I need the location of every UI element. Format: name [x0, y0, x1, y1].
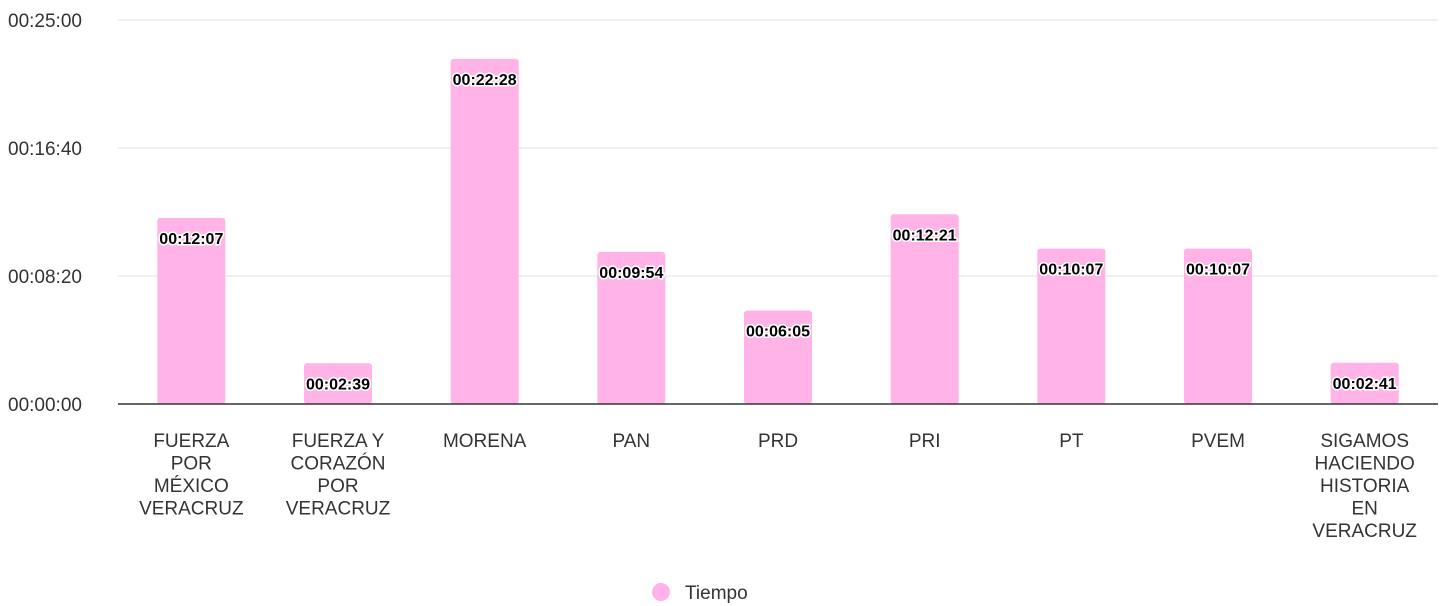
data-label: 00:02:39: [306, 376, 370, 393]
legend-label-tiempo: Tiempo: [685, 583, 748, 604]
data-label: 00:02:41: [1333, 376, 1397, 393]
x-category-label: PT: [1059, 431, 1084, 452]
bars: [157, 58, 1399, 405]
y-tick-label: 00:08:20: [8, 267, 82, 288]
x-category-label: FUERZA Y CORAZÓN POR VERACRUZ: [286, 431, 391, 520]
data-label: 00:06:05: [746, 324, 810, 341]
legend-swatch-tiempo: [652, 583, 670, 601]
bar: [304, 363, 372, 404]
y-tick-label: 00:16:40: [8, 139, 82, 160]
bar: [1037, 248, 1106, 404]
y-tick-label: 00:25:00: [8, 11, 82, 32]
bar: [157, 217, 226, 404]
x-category-label: MORENA: [443, 431, 527, 452]
bar: [450, 58, 519, 405]
data-label: 00:12:07: [159, 231, 223, 248]
x-category-label: SIGAMOS HACIENDO HISTORIA EN VERACRUZ: [1312, 431, 1417, 542]
x-category-label: PRD: [758, 431, 798, 452]
data-labels: 00:12:07 00:02:39 00:22:28 00:09:54 00:06:05…: [158, 70, 1398, 394]
x-category-label: FUERZA POR MÉXICO VERACRUZ: [139, 431, 244, 520]
bar: [1184, 248, 1252, 404]
x-category-label: PVEM: [1191, 431, 1245, 452]
legend: Tiempo: [652, 583, 748, 604]
x-category-label: PAN: [612, 431, 650, 452]
gridlines: [118, 19, 1438, 277]
bar: [597, 251, 666, 404]
y-tick-label: 00:00:00: [8, 395, 82, 416]
bar: [1330, 362, 1399, 404]
bar: [744, 310, 812, 404]
data-label: 00:10:07: [1186, 262, 1250, 279]
y-axis-ticks: 00:00:00 00:08:20 00:16:40 00:25:00: [8, 11, 82, 416]
category-labels: FUERZA POR MÉXICO VERACRUZ FUERZA Y CORAZÓN PO…: [139, 431, 1417, 542]
data-label: 00:22:28: [453, 72, 517, 89]
data-label: 00:12:21: [893, 227, 957, 244]
data-label: 00:10:07: [1039, 262, 1103, 279]
bar: [890, 214, 959, 404]
x-category-label: PRI: [909, 431, 941, 452]
data-label: 00:09:54: [599, 265, 663, 282]
